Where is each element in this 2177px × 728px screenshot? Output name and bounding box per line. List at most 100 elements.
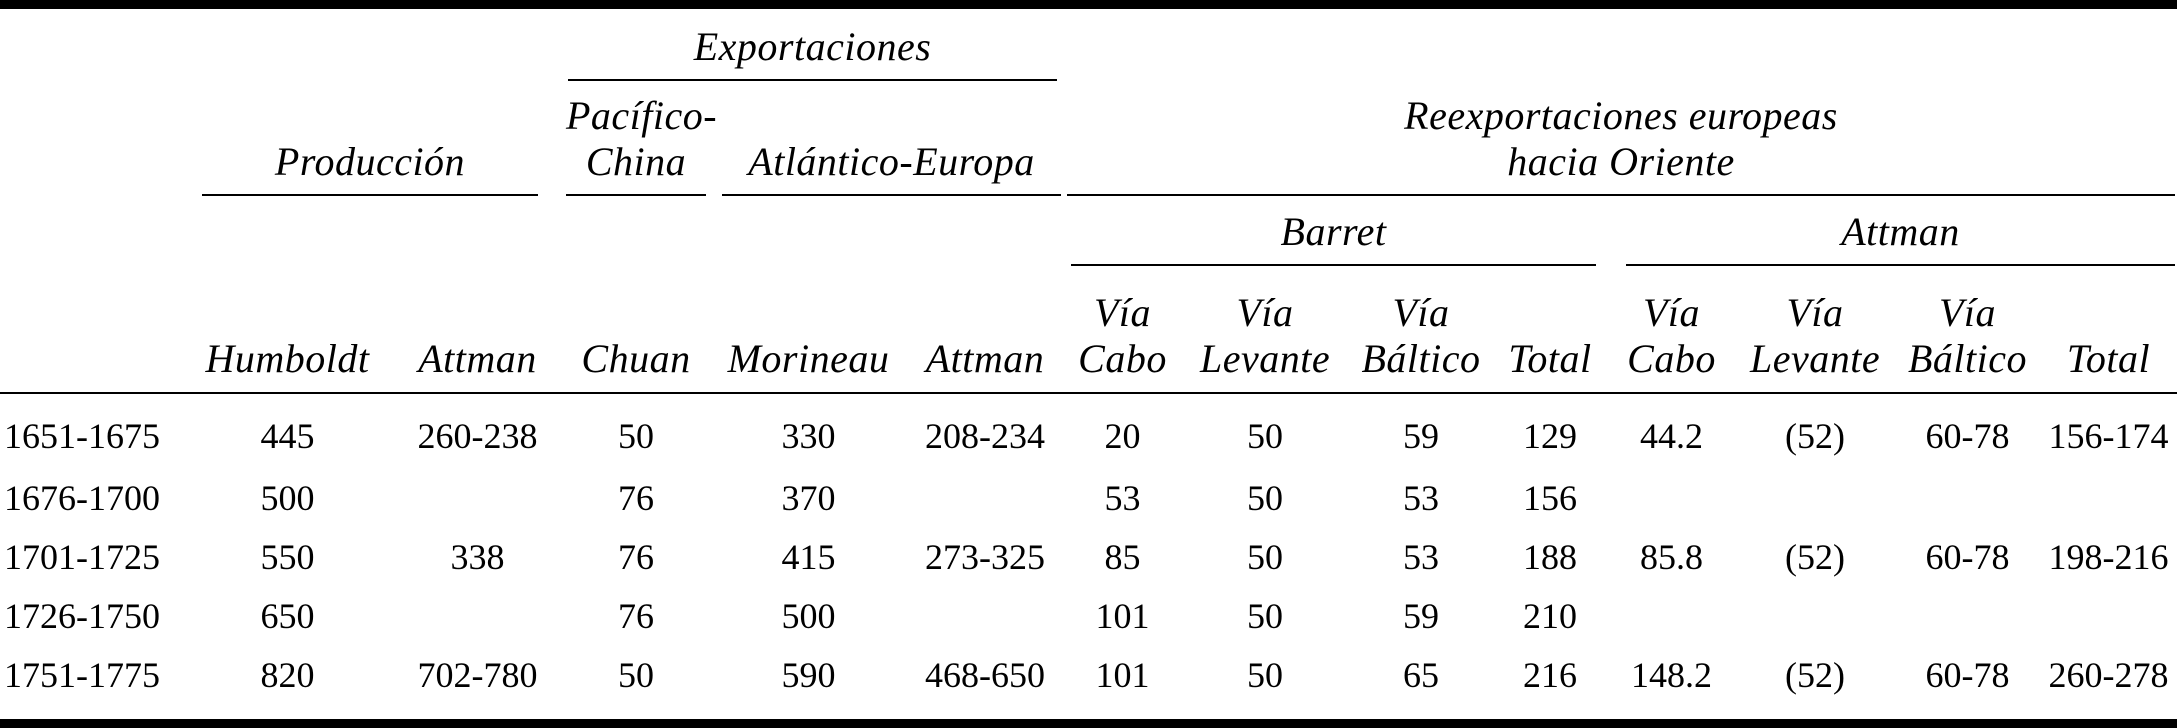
value-cell: 50 [618, 416, 654, 456]
value-cell: 370 [781, 477, 836, 518]
period-cell: 1726-1750 [4, 595, 160, 636]
group-label-atlantico-europa: Atlántico-Europa [722, 139, 1062, 196]
value-cell: 44.2 [1640, 416, 1704, 456]
value-cell [1608, 702, 1735, 719]
value-cell: 76 [618, 595, 654, 636]
value-cell: 148.2 [1631, 654, 1713, 695]
period-cell: 1776-800 [0, 702, 180, 720]
value-cell: 156-174 [2048, 416, 2169, 456]
value-cell: 20 [1104, 416, 1141, 456]
value-cell: 590 [781, 654, 836, 695]
value-cell [2040, 584, 2177, 643]
value-cell: 76 [618, 536, 654, 577]
value-cell: 71 [1350, 702, 1492, 720]
group-label-reexportaciones: Reexportaciones europeas hacia Oriente [1067, 93, 2176, 196]
header-row-exportaciones: Exportaciones [0, 9, 2177, 81]
value-cell [1608, 466, 1735, 525]
period-cell: 1701-1725 [4, 536, 160, 577]
value-cell: 50 [1180, 702, 1350, 720]
value-cell: 74 [1065, 702, 1180, 720]
value-cell: (52) [1785, 654, 1845, 695]
value-cell: 338 [450, 536, 505, 577]
period-cell: 1751-1775 [4, 654, 160, 695]
value-cell: 129 [1523, 416, 1578, 456]
header-spacer [0, 196, 1065, 266]
statistics-table: Exportaciones Producción Pacífico- China… [0, 9, 2177, 720]
data-row-1701-1725: 1701-1725 550 338 76 415 273-325 85 50 5… [0, 525, 2177, 584]
group-header-pacifico-china: Pacífico- China [560, 81, 717, 196]
column-header-via-baltico-barret: Vía Báltico [1350, 266, 1493, 394]
value-cell [395, 466, 560, 525]
value-cell [2040, 702, 2177, 719]
header-spacer [0, 81, 180, 196]
value-cell [905, 466, 1065, 525]
value-cell: 53 [1403, 477, 1440, 518]
value-cell: 50 [1247, 654, 1284, 695]
value-cell: 260-278 [2048, 654, 2169, 695]
value-cell: 101 [1095, 595, 1150, 636]
group-label-exportaciones: Exportaciones [568, 24, 1058, 81]
value-cell: 50 [1247, 416, 1284, 456]
value-cell [905, 702, 1065, 719]
column-header-total-barret: Total [1492, 266, 1609, 394]
group-header-barret: Barret [1065, 196, 1608, 266]
column-header-row: Humboldt Attman Chuan Morineau Attman Ví… [0, 266, 2177, 394]
group-label-barret: Barret [1071, 209, 1597, 266]
value-cell [1895, 702, 2040, 719]
value-cell: 208-234 [925, 416, 1045, 456]
value-cell: 330 [781, 416, 836, 456]
data-row-1651-1675: 1651-1675 445 260-238 50 330 208-234 20 … [0, 393, 2177, 466]
value-cell: 85 [1104, 536, 1141, 577]
data-row-1751-1775: 1751-1775 820 702-780 50 590 468-650 101… [0, 643, 2177, 702]
value-cell: 198-216 [2048, 536, 2169, 577]
value-cell: 50 [1247, 536, 1284, 577]
header-row-barret-attman: Barret Attman [0, 196, 2177, 266]
column-header-total-attman: Total [2040, 266, 2177, 394]
group-header-produccion: Producción [180, 81, 560, 196]
group-label-produccion: Producción [202, 139, 538, 196]
header-spacer [1065, 9, 2177, 81]
header-spacer [0, 9, 560, 81]
value-cell: 59 [1403, 595, 1440, 636]
value-cell: 468-650 [925, 654, 1045, 695]
value-cell: 415 [781, 536, 836, 577]
value-cell: 702-780 [417, 654, 538, 695]
value-cell: 445 [260, 416, 315, 456]
value-cell [1895, 466, 2040, 525]
value-cell: 500 [260, 477, 315, 518]
group-label-attman: Attman [1626, 209, 2176, 266]
value-cell: 188 [1523, 536, 1578, 577]
column-header-period [0, 266, 180, 394]
value-cell: 940 [180, 702, 395, 720]
value-cell [1895, 584, 2040, 643]
value-cell: 195 [1492, 702, 1608, 720]
period-cell: 1651-1675 [4, 416, 160, 456]
column-header-attman-atl: Attman [905, 266, 1066, 394]
value-cell: 50 [618, 654, 654, 695]
value-cell: 85.8 [1640, 536, 1704, 577]
period-cell: 1676-1700 [4, 477, 160, 518]
data-row-1676-1700: 1676-1700 500 76 370 53 50 53 156 [0, 466, 2177, 525]
column-header-attman-prod: Attman [395, 266, 560, 394]
value-cell: 50 [1247, 477, 1284, 518]
column-header-chuan: Chuan [560, 266, 712, 394]
value-cell [1735, 702, 1895, 719]
group-label-pacifico-china: Pacífico- China [566, 93, 717, 196]
value-cell: 50 [1247, 595, 1284, 636]
group-header-attman: Attman [1608, 196, 2177, 266]
value-cell: (52) [1785, 416, 1845, 456]
value-cell: (52) [1785, 536, 1845, 577]
value-cell: 820 [260, 654, 315, 695]
data-row-1776-800: 1776-800 940 50 600 74 50 71 195 [0, 702, 2177, 720]
value-cell: 60-78 [1925, 416, 2010, 456]
header-row-sources: Producción Pacífico- China Atlántico-Eur… [0, 81, 2177, 196]
value-cell: 550 [260, 536, 315, 577]
data-row-1726-1750: 1726-1750 650 76 500 101 50 59 210 [0, 584, 2177, 643]
value-cell [1735, 466, 1895, 525]
value-cell [1608, 584, 1735, 643]
value-cell: 156 [1523, 477, 1578, 518]
value-cell: 600 [712, 702, 905, 720]
value-cell: 53 [1104, 477, 1141, 518]
column-header-via-levante-barret: Vía Levante [1180, 266, 1351, 394]
